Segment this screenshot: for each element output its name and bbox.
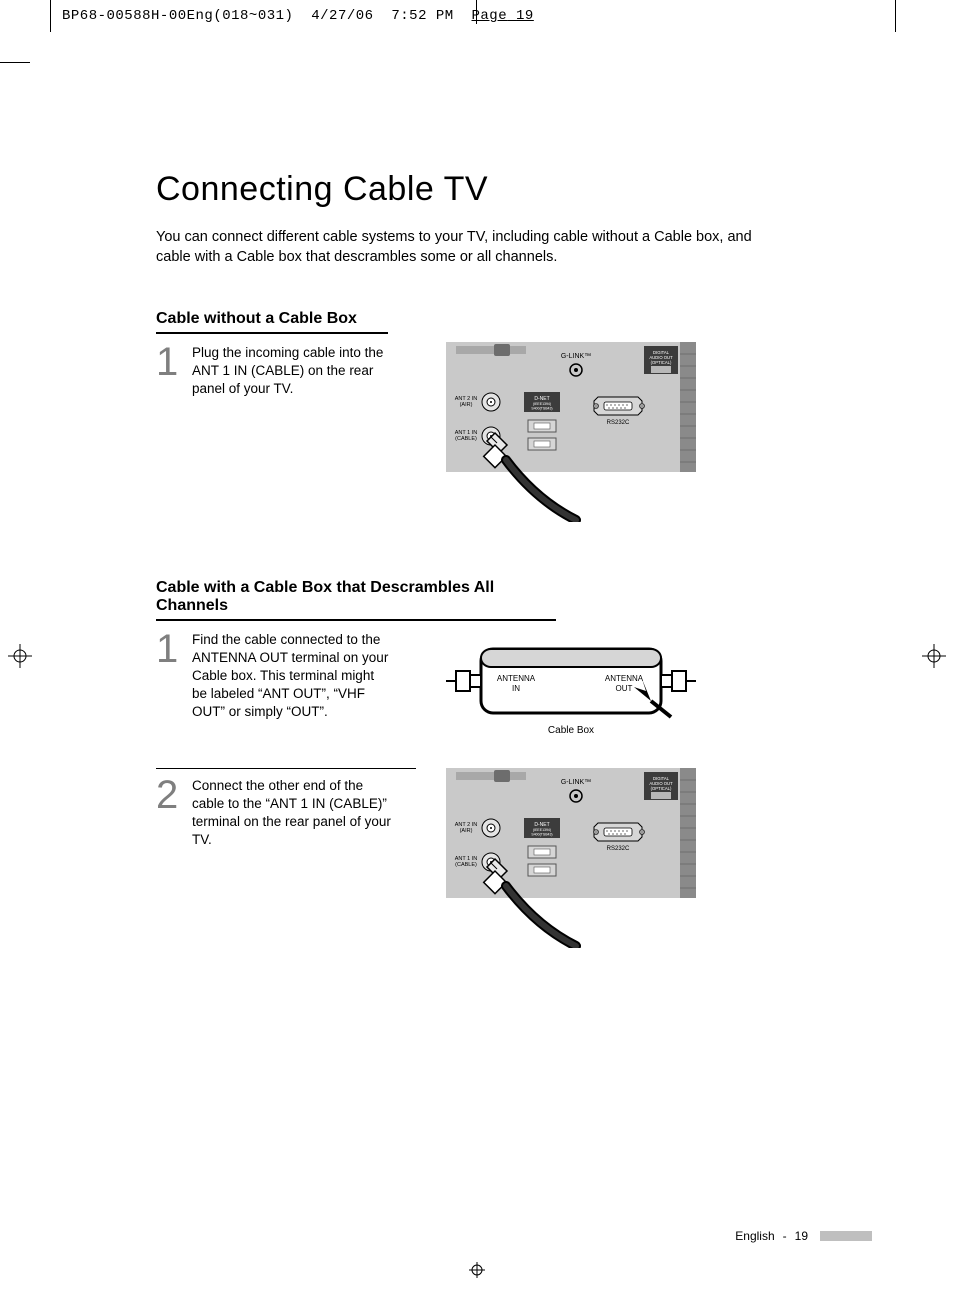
crop-mark	[0, 62, 30, 63]
registration-mark-icon	[469, 1262, 485, 1278]
glink-label: G-LINK™	[561, 353, 591, 360]
svg-text:ANTENNA: ANTENNA	[497, 674, 536, 683]
svg-text:S400(TSB43): S400(TSB43)	[531, 832, 552, 836]
intro-paragraph: You can connect different cable systems …	[156, 227, 776, 268]
step-text: Connect the other end of the cable to th…	[192, 775, 392, 850]
svg-text:G-LINK™: G-LINK™	[561, 779, 591, 786]
svg-text:(IEEE1394): (IEEE1394)	[533, 402, 551, 406]
slug-date: 4/27/06	[311, 8, 373, 24]
svg-text:IN: IN	[512, 684, 520, 693]
step-2: 2 Connect the other end of the cable to …	[156, 768, 416, 850]
rear-panel-diagram: G-LINK™ DIGITAL AUDIO OUT (OPTICAL)	[446, 342, 706, 527]
cable-box-label: Cable Box	[548, 725, 594, 736]
slug-file: BP68-00588H-00Eng(018~031)	[62, 8, 293, 24]
svg-text:RS232C: RS232C	[607, 846, 630, 852]
step-1: 1 Plug the incoming cable into the ANT 1…	[156, 342, 416, 399]
step-number: 1	[156, 342, 186, 399]
svg-text:S400(TSB43): S400(TSB43)	[531, 406, 552, 410]
svg-text:ANTENNA: ANTENNA	[605, 674, 644, 683]
svg-text:(OPTICAL): (OPTICAL)	[651, 786, 672, 791]
step-text: Plug the incoming cable into the ANT 1 I…	[192, 342, 392, 399]
svg-text:(IEEE1394): (IEEE1394)	[533, 828, 551, 832]
section-heading: Cable with a Cable Box that Descrambles …	[156, 579, 556, 621]
footer-sep: -	[783, 1229, 787, 1243]
footer-page: 19	[795, 1229, 808, 1243]
page-title: Connecting Cable TV	[156, 170, 856, 209]
svg-text:(CABLE): (CABLE)	[455, 862, 477, 868]
slug-time: 7:52 PM	[391, 8, 453, 24]
prepress-slug: BP68-00588H-00Eng(018~031) 4/27/06 7:52 …	[62, 8, 534, 24]
section-cable-without-box: Cable without a Cable Box 1 Plug the inc…	[156, 310, 856, 527]
crop-mark	[50, 0, 51, 32]
svg-text:(CABLE): (CABLE)	[455, 436, 477, 442]
step-1: 1 Find the cable connected to the ANTENN…	[156, 629, 416, 722]
slug-page-num: 19	[516, 8, 534, 24]
page-content: Connecting Cable TV You can connect diff…	[156, 170, 856, 991]
svg-text:(AIR): (AIR)	[460, 828, 473, 834]
registration-mark-icon	[8, 644, 32, 668]
svg-text:RS232C: RS232C	[607, 420, 630, 426]
cable-box-diagram: ANTENNA IN ANTENNA OUT Cable Box	[446, 629, 706, 754]
registration-mark-icon	[922, 644, 946, 668]
section-heading: Cable without a Cable Box	[156, 310, 388, 334]
crop-mark	[895, 0, 896, 32]
footer-bar-icon	[820, 1231, 872, 1241]
crop-mark-center	[476, 0, 477, 24]
step-number: 2	[156, 775, 186, 850]
svg-text:OUT: OUT	[616, 684, 633, 693]
step-text: Find the cable connected to the ANTENNA …	[192, 629, 392, 722]
section-cable-with-box: Cable with a Cable Box that Descrambles …	[156, 579, 856, 953]
footer-lang: English	[735, 1229, 774, 1243]
svg-text:(OPTICAL): (OPTICAL)	[651, 360, 672, 365]
svg-text:(AIR): (AIR)	[460, 402, 473, 408]
step-number: 1	[156, 629, 186, 722]
rear-panel-diagram: G-LINK™ DIGITAL AUDIO OUT (OPTICAL) RS23…	[446, 768, 706, 953]
page-footer: English - 19	[735, 1229, 872, 1243]
